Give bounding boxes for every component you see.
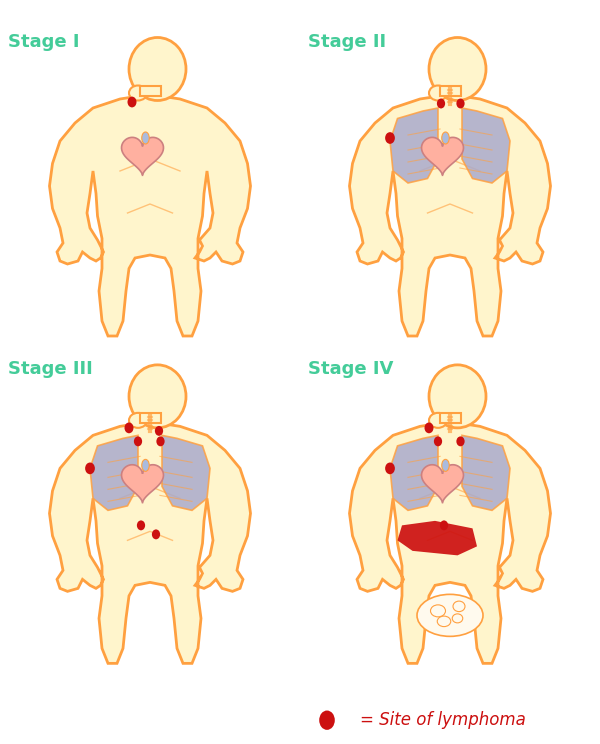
Polygon shape	[439, 86, 461, 96]
Polygon shape	[398, 521, 477, 555]
Text: Stage III: Stage III	[7, 360, 92, 379]
Text: Stage II: Stage II	[308, 33, 386, 51]
Text: = Site of lymphoma: = Site of lymphoma	[360, 711, 526, 729]
Ellipse shape	[152, 530, 160, 539]
Polygon shape	[122, 138, 163, 176]
Polygon shape	[390, 435, 438, 510]
Ellipse shape	[128, 97, 137, 107]
Polygon shape	[349, 96, 551, 336]
Polygon shape	[49, 423, 251, 664]
Polygon shape	[422, 138, 463, 176]
Polygon shape	[462, 108, 510, 183]
Ellipse shape	[125, 423, 133, 433]
Polygon shape	[162, 435, 210, 510]
Polygon shape	[390, 108, 438, 183]
Ellipse shape	[129, 413, 147, 428]
Polygon shape	[439, 413, 461, 423]
Ellipse shape	[442, 459, 449, 472]
Ellipse shape	[457, 437, 464, 446]
Ellipse shape	[429, 365, 486, 428]
Polygon shape	[122, 465, 163, 503]
Ellipse shape	[417, 594, 483, 636]
Polygon shape	[139, 86, 161, 96]
Ellipse shape	[385, 463, 395, 474]
Polygon shape	[90, 435, 138, 510]
Polygon shape	[349, 423, 551, 664]
Ellipse shape	[442, 132, 449, 144]
Ellipse shape	[85, 463, 95, 474]
Ellipse shape	[429, 37, 486, 100]
Ellipse shape	[429, 86, 447, 100]
Ellipse shape	[440, 520, 448, 530]
Ellipse shape	[457, 98, 464, 109]
Ellipse shape	[157, 437, 164, 446]
Text: Stage IV: Stage IV	[308, 360, 393, 379]
Ellipse shape	[134, 437, 142, 446]
Ellipse shape	[142, 459, 149, 472]
Text: Stage I: Stage I	[7, 33, 79, 51]
Ellipse shape	[129, 86, 147, 100]
Ellipse shape	[434, 437, 442, 446]
Polygon shape	[49, 96, 251, 336]
Polygon shape	[462, 435, 510, 510]
Ellipse shape	[385, 132, 395, 144]
Ellipse shape	[425, 423, 433, 433]
Ellipse shape	[437, 98, 445, 109]
Polygon shape	[139, 413, 161, 423]
Ellipse shape	[137, 520, 145, 530]
Ellipse shape	[129, 365, 186, 428]
Ellipse shape	[429, 413, 447, 428]
Polygon shape	[422, 465, 463, 503]
Ellipse shape	[129, 37, 186, 100]
Ellipse shape	[155, 426, 163, 436]
Ellipse shape	[142, 132, 149, 144]
